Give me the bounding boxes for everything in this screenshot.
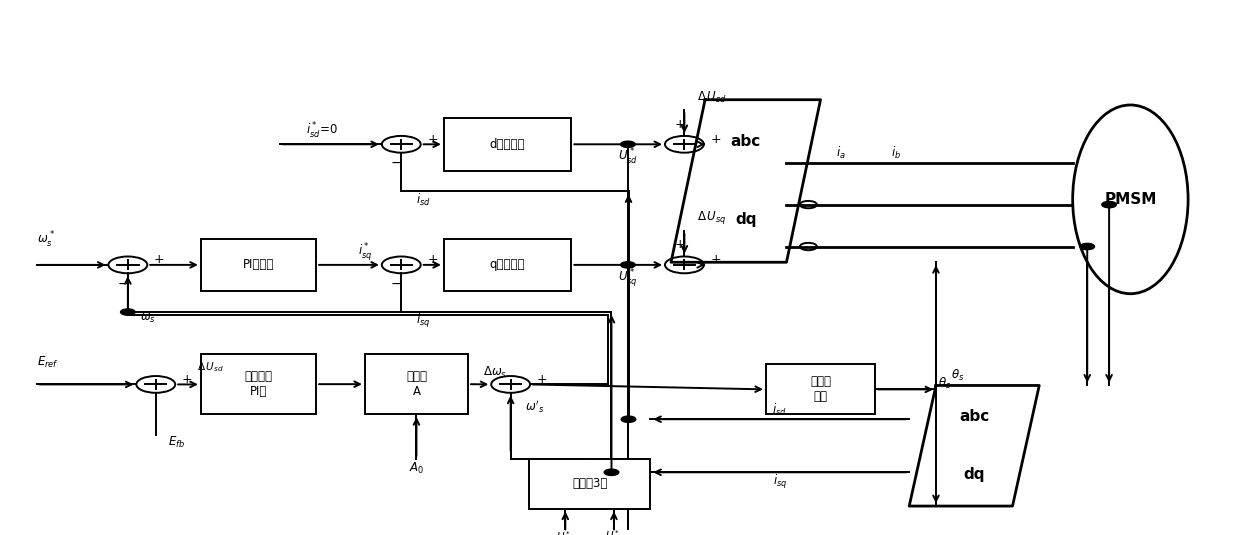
Text: $E_{ref}$: $E_{ref}$ bbox=[37, 355, 58, 370]
Circle shape bbox=[620, 141, 635, 148]
Text: $+$: $+$ bbox=[711, 253, 722, 266]
Text: $+$: $+$ bbox=[154, 253, 165, 266]
Text: PI速度环: PI速度环 bbox=[243, 258, 274, 271]
Text: $E_{fb}$: $E_{fb}$ bbox=[167, 435, 185, 450]
Text: 误差电压
PI环: 误差电压 PI环 bbox=[244, 370, 273, 398]
Circle shape bbox=[620, 262, 635, 268]
Text: $i_a$: $i_a$ bbox=[836, 145, 846, 161]
Circle shape bbox=[604, 469, 619, 476]
Text: $i_{sd}$: $i_{sd}$ bbox=[415, 192, 430, 208]
Text: $\theta_s$: $\theta_s$ bbox=[951, 368, 963, 383]
FancyBboxPatch shape bbox=[365, 354, 467, 414]
Text: q轴电流环: q轴电流环 bbox=[490, 258, 526, 271]
Text: dq: dq bbox=[735, 212, 756, 227]
Text: $+$: $+$ bbox=[673, 238, 686, 251]
Text: dq: dq bbox=[963, 467, 985, 482]
FancyBboxPatch shape bbox=[766, 364, 875, 414]
Text: abc: abc bbox=[959, 409, 990, 424]
Text: $+$: $+$ bbox=[427, 253, 438, 266]
Text: $+$: $+$ bbox=[711, 133, 722, 146]
Text: $+$: $+$ bbox=[427, 133, 438, 146]
FancyBboxPatch shape bbox=[201, 354, 316, 414]
FancyBboxPatch shape bbox=[444, 118, 572, 171]
Text: 限幅器
A: 限幅器 A bbox=[405, 370, 427, 398]
Text: $+$: $+$ bbox=[673, 118, 686, 131]
Text: $\omega_s^*$: $\omega_s^*$ bbox=[37, 230, 55, 250]
Circle shape bbox=[120, 309, 135, 315]
Text: $+$: $+$ bbox=[181, 373, 192, 386]
Text: $U_{sq}^*$: $U_{sq}^*$ bbox=[618, 267, 637, 289]
Text: PMSM: PMSM bbox=[1104, 192, 1157, 207]
Text: $-$: $-$ bbox=[117, 276, 129, 290]
Text: $-$: $-$ bbox=[391, 276, 403, 290]
Text: $i_b$: $i_b$ bbox=[890, 145, 901, 161]
FancyBboxPatch shape bbox=[528, 459, 650, 509]
Text: $-$: $-$ bbox=[391, 155, 403, 169]
Text: $\theta_s$: $\theta_s$ bbox=[939, 376, 951, 391]
Circle shape bbox=[1102, 202, 1116, 208]
Polygon shape bbox=[909, 385, 1039, 506]
Text: $\Delta\,U_{sd}$: $\Delta\,U_{sd}$ bbox=[697, 90, 727, 105]
Ellipse shape bbox=[1073, 105, 1188, 294]
Text: $U_{sd}^*$: $U_{sd}^*$ bbox=[557, 529, 574, 535]
Text: $U_{sq}^*$: $U_{sq}^*$ bbox=[605, 529, 622, 535]
Text: $\Delta\,U_{sd}$: $\Delta\,U_{sd}$ bbox=[197, 360, 224, 374]
FancyBboxPatch shape bbox=[444, 239, 572, 291]
Text: $i_{sd}$: $i_{sd}$ bbox=[773, 402, 787, 418]
Text: $\omega'_s$: $\omega'_s$ bbox=[526, 398, 544, 415]
Text: $\Delta\,U_{sq}$: $\Delta\,U_{sq}$ bbox=[697, 209, 727, 226]
Text: 公式（3）: 公式（3） bbox=[572, 477, 608, 490]
Text: abc: abc bbox=[730, 134, 761, 149]
Text: $\Delta\omega_s$: $\Delta\omega_s$ bbox=[484, 365, 507, 380]
Text: $i_{sq}$: $i_{sq}$ bbox=[773, 473, 787, 491]
Text: $i_{sq}$: $i_{sq}$ bbox=[415, 312, 430, 330]
Text: $i_{sd}^*\!=\!0$: $i_{sd}^*\!=\!0$ bbox=[306, 121, 339, 141]
Circle shape bbox=[1080, 243, 1095, 250]
Text: $U_{sd}^*$: $U_{sd}^*$ bbox=[618, 147, 639, 167]
Text: $i_{sq}^*$: $i_{sq}^*$ bbox=[357, 241, 372, 263]
Text: $A_0$: $A_0$ bbox=[409, 461, 424, 476]
Text: d轴电流环: d轴电流环 bbox=[490, 138, 526, 151]
Circle shape bbox=[621, 416, 636, 422]
Text: $\omega_s$: $\omega_s$ bbox=[140, 312, 156, 325]
Text: $+$: $+$ bbox=[536, 373, 547, 386]
Polygon shape bbox=[671, 100, 821, 262]
FancyBboxPatch shape bbox=[201, 239, 316, 291]
Text: 角度积
分器: 角度积 分器 bbox=[810, 376, 831, 403]
